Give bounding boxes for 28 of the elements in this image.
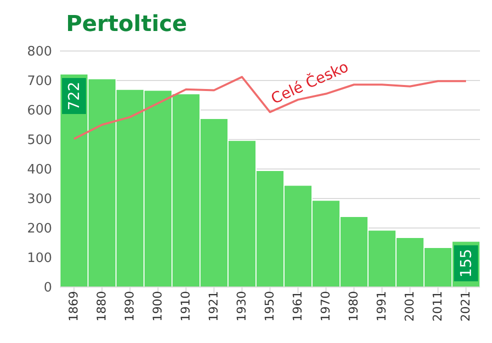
x-tick-label: 2011 <box>430 291 445 322</box>
y-tick-label: 300 <box>27 192 52 208</box>
y-tick-label: 500 <box>27 133 52 148</box>
x-tick-label: 2021 <box>458 291 473 322</box>
y-tick-label: 600 <box>27 104 52 119</box>
x-tick-label: 1930 <box>234 291 249 322</box>
x-tick-label: 2001 <box>402 291 417 322</box>
y-tick-label: 400 <box>27 162 52 178</box>
x-tick-label: 1890 <box>122 291 137 322</box>
y-tick-label: 800 <box>27 44 52 60</box>
y-tick-label: 200 <box>27 222 52 237</box>
x-tick-label: 1980 <box>346 291 361 322</box>
x-tick-label: 1880 <box>94 291 109 322</box>
text: Celé Česko <box>268 58 352 108</box>
x-tick-label: 1970 <box>318 291 333 322</box>
x-tick-label: 1961 <box>290 291 305 322</box>
x-tick-label: 1991 <box>374 291 389 322</box>
x-tick-label: 1950 <box>262 291 277 322</box>
x-tick-label: 1900 <box>150 291 165 322</box>
y-tick-label: 100 <box>27 251 52 266</box>
data-label: 722 <box>65 82 83 110</box>
x-tick-label: 1910 <box>178 291 193 322</box>
data-label: 155 <box>457 248 475 278</box>
y-tick-label: 0 <box>44 280 52 296</box>
x-tick-label: 1921 <box>206 291 221 322</box>
y-tick-label: 700 <box>27 74 52 90</box>
x-tick-label: 1869 <box>66 291 81 322</box>
chart-title: Pertoltice <box>66 12 188 37</box>
